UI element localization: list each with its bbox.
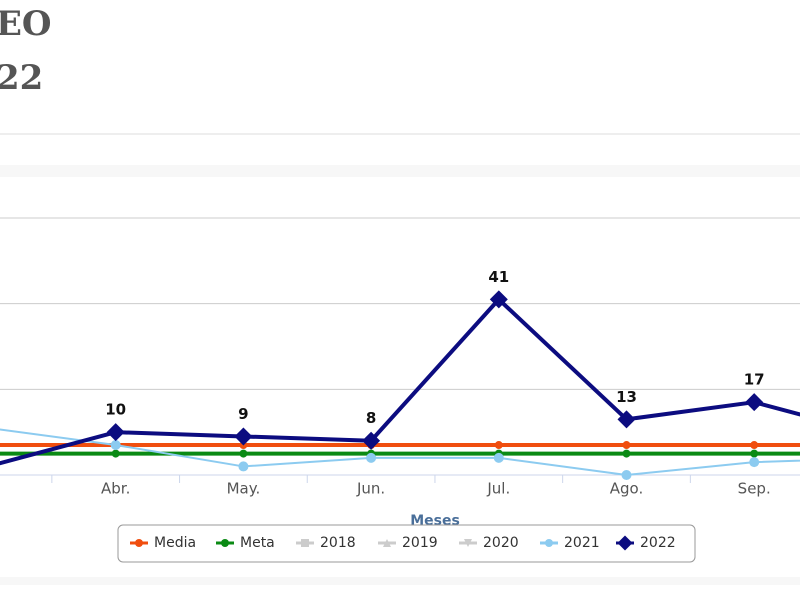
point [750, 449, 759, 458]
point [622, 441, 631, 450]
point [110, 440, 121, 451]
point [617, 410, 636, 429]
legend-symbol [617, 535, 633, 551]
series-line [0, 297, 800, 466]
legend-item: 2021 [540, 535, 600, 551]
data-label: 13 [616, 388, 637, 406]
point [494, 441, 503, 450]
legend-label: 2021 [564, 535, 600, 551]
x-tick-label: Abr. [101, 480, 130, 498]
x-tick-label: Jul. [486, 480, 510, 498]
point [366, 452, 377, 463]
plot-background [0, 177, 800, 577]
legend-label: 2020 [483, 535, 519, 551]
series-line [0, 428, 800, 476]
x-tick-label: Ago. [610, 480, 643, 498]
point [493, 452, 504, 463]
legend-item: Media [130, 535, 196, 551]
legend-symbol [135, 539, 143, 547]
legend-label: 2022 [640, 535, 676, 551]
data-label: 9 [238, 405, 248, 423]
point [621, 470, 632, 480]
point [750, 441, 759, 450]
x-tick-label: Jun. [356, 480, 385, 498]
x-tick-label: Sep. [738, 480, 771, 498]
point [362, 431, 381, 450]
legend [117, 524, 696, 563]
legend-symbol [545, 539, 553, 547]
title-line: 22 [0, 58, 43, 98]
legend-item: Meta [216, 535, 275, 551]
point [749, 457, 760, 468]
point [745, 393, 764, 412]
point [234, 427, 253, 446]
data-label: 17 [744, 371, 765, 389]
point [622, 449, 631, 458]
x-tick-label: May. [227, 480, 261, 498]
point [489, 290, 508, 309]
title-line: EO [0, 4, 52, 44]
legend-symbol [221, 539, 229, 547]
legend-item: 2020 [459, 535, 519, 551]
legend-symbol [301, 539, 309, 547]
point [239, 449, 248, 458]
data-label: 41 [488, 268, 509, 286]
point [106, 423, 125, 442]
legend-item: 2019 [378, 535, 438, 551]
legend-label: Media [154, 535, 196, 551]
legend-label: 2018 [320, 535, 356, 551]
legend-item: 2018 [296, 535, 356, 551]
data-label: 10 [105, 401, 126, 419]
data-label: 8 [366, 409, 376, 427]
point [111, 449, 120, 458]
legend-label: 2019 [402, 535, 438, 551]
legend-symbol [383, 539, 391, 547]
legend-item: 2022 [616, 535, 676, 551]
legend-symbol [464, 539, 472, 547]
point [238, 461, 249, 472]
legend-label: Meta [240, 535, 275, 551]
